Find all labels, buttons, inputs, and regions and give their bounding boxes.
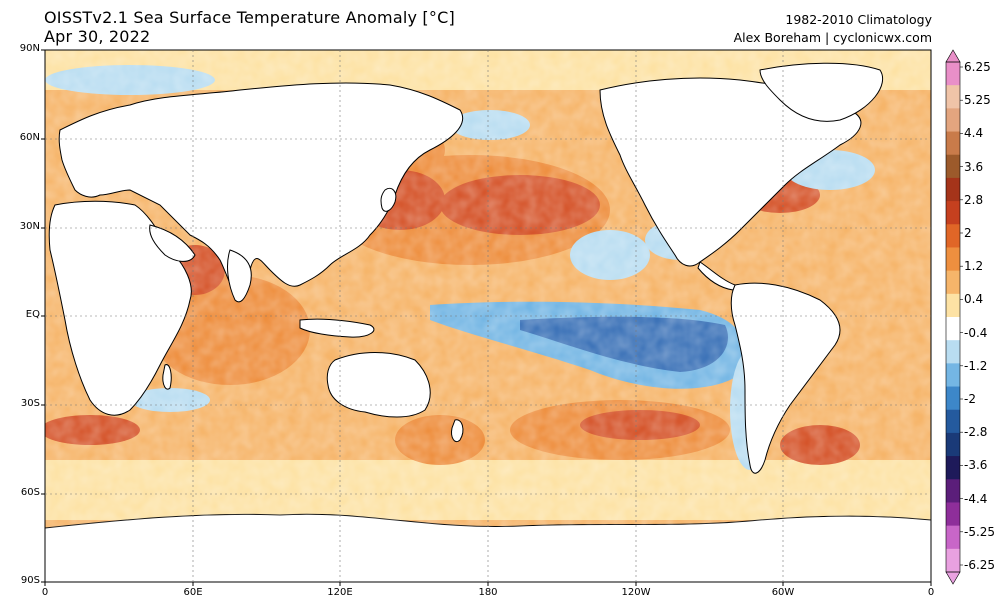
colorbar-label: 6.25 — [964, 60, 991, 74]
south-america-land — [730, 282, 841, 474]
colorbar-swatch — [946, 177, 960, 202]
colorbar-label: -1.2 — [964, 358, 988, 373]
colorbar-swatch — [946, 270, 960, 295]
lat-label-90n: 90N — [19, 43, 40, 54]
colorbar-swatch — [946, 317, 960, 341]
colorbar-label: 0.4 — [964, 292, 984, 307]
lon-label-120w: 120W — [621, 587, 651, 598]
colorbar-swatch — [946, 201, 960, 225]
india-land — [227, 249, 252, 303]
colorbar-swatch — [946, 409, 960, 434]
colorbar-label: 2 — [964, 226, 972, 240]
lon-label-60e: 60E — [183, 587, 203, 598]
colorbar-label: 2.8 — [964, 192, 984, 207]
lon-label-0-right: 0 — [927, 587, 935, 598]
colorbar-swatch — [946, 131, 960, 156]
central-america-land — [697, 261, 736, 291]
colorbar-label: -2.8 — [964, 425, 988, 440]
lat-label-30n: 30N — [19, 221, 40, 232]
colorbar-swatch — [946, 154, 960, 179]
eurasia-land — [58, 82, 464, 297]
lat-label-eq: EQ — [25, 309, 40, 320]
colorbar-swatch — [946, 432, 960, 457]
lon-label-120e: 120E — [327, 587, 353, 598]
axis-ticks — [41, 49, 932, 586]
colorbar-label: -5.25 — [964, 524, 996, 539]
colorbar-swatch — [946, 548, 960, 573]
colorbar-swatch — [946, 340, 960, 364]
lat-label-90s: 90S — [20, 575, 40, 586]
colorbar-bottom-arrow — [945, 571, 961, 585]
colorbar-swatch — [946, 85, 960, 109]
colorbar-label: 4.4 — [964, 126, 984, 141]
colorbar-swatch — [946, 108, 960, 133]
colorbar-swatch — [946, 479, 960, 503]
colorbar-label: -6.25 — [964, 558, 996, 572]
colorbar-swatch — [946, 62, 960, 86]
arabia-land — [149, 224, 196, 262]
colorbar-label: -2 — [964, 392, 976, 406]
climatology-label: 1982-2010 Climatology — [785, 12, 932, 27]
land-masses — [48, 62, 884, 474]
africa-land — [48, 200, 192, 416]
indonesia-land — [299, 318, 375, 338]
madagascar-land — [162, 364, 172, 390]
map-date: Apr 30, 2022 — [44, 27, 151, 46]
colorbar-label: 5.25 — [964, 93, 991, 108]
colorbar-label: -3.6 — [964, 458, 988, 473]
colorbar-label: 1.2 — [964, 259, 984, 274]
colorbar-label: -4.4 — [964, 491, 988, 506]
colorbar-top-arrow — [945, 49, 961, 63]
colorbar-swatch — [946, 224, 960, 248]
lat-label-60s: 60S — [20, 487, 40, 498]
lat-label-30s: 30S — [20, 398, 40, 409]
colorbar-swatch — [946, 293, 960, 318]
graticule — [45, 50, 931, 582]
lon-label-0-left: 0 — [41, 587, 49, 598]
new-zealand-land — [451, 419, 464, 443]
colorbar — [945, 49, 963, 585]
colorbar-swatch — [946, 247, 960, 272]
greenland-land — [759, 62, 884, 122]
colorbar-swatch — [946, 502, 960, 527]
colorbar-swatch — [946, 525, 960, 550]
colorbar-swatch — [946, 456, 960, 480]
colorbar-swatch — [946, 386, 960, 411]
colorbar-swatch — [946, 363, 960, 388]
colorbar-label: 3.6 — [964, 159, 984, 174]
australia-land — [326, 352, 431, 418]
colorbar-label: -0.4 — [964, 325, 988, 340]
japan-land — [380, 187, 397, 212]
map-title: OISSTv2.1 Sea Surface Temperature Anomal… — [44, 8, 455, 27]
lon-label-60w: 60W — [771, 587, 795, 598]
colorbar-frame — [945, 61, 961, 573]
lat-label-60n: 60N — [19, 132, 40, 143]
lon-label-180: 180 — [478, 587, 498, 598]
credit-label: Alex Boreham | cyclonicwx.com — [733, 30, 932, 45]
